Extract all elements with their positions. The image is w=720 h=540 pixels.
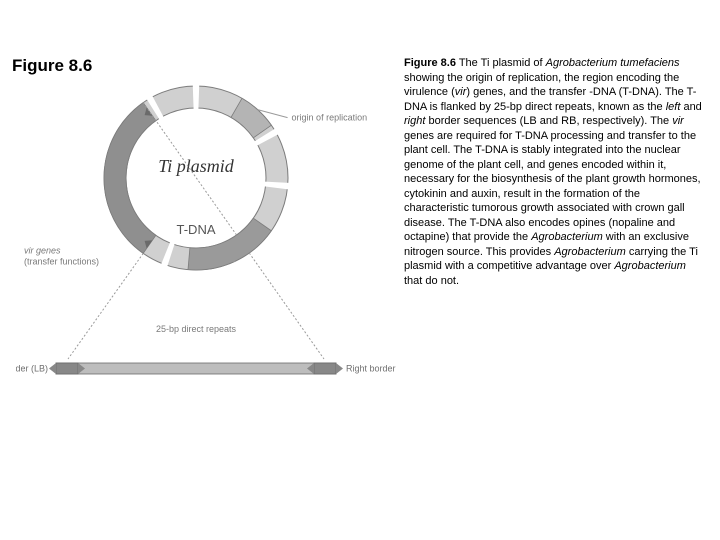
caption-vir2: vir (672, 115, 684, 127)
plasmid-diagram: Ti plasmid T-DNA vir genes(transfer functi… (16, 58, 396, 418)
caption-right: right (404, 115, 425, 127)
caption-text: genes are required for T-DNA processing … (404, 130, 701, 244)
caption-text: that do not. (404, 275, 459, 287)
svg-text:T-DNA: T-DNA (177, 222, 216, 237)
caption-text: border sequences (LB and RB, respectivel… (425, 115, 672, 127)
figure-caption: Figure 8.6 The Ti plasmid of Agrobacteri… (404, 56, 704, 288)
caption-vir: vir (455, 86, 467, 98)
svg-text:origin of replication: origin of replication (292, 113, 368, 123)
svg-text:(transfer functions): (transfer functions) (24, 256, 99, 266)
svg-text:vir genes: vir genes (24, 245, 61, 255)
caption-fignum: Figure 8.6 (404, 57, 456, 69)
caption-agro1: Agrobacterium (531, 231, 603, 243)
caption-text: and (680, 101, 701, 113)
caption-agro3: Agrobacterium (614, 260, 686, 272)
caption-left: left (666, 101, 681, 113)
svg-text:Ti plasmid: Ti plasmid (158, 156, 235, 176)
svg-text:Left border (LB): Left border (LB) (16, 364, 48, 374)
caption-agro2: Agrobacterium (554, 246, 626, 258)
svg-text:25-bp direct repeats: 25-bp direct repeats (156, 324, 237, 334)
caption-text: The Ti plasmid of (456, 57, 546, 69)
caption-organism: Agrobacterium tumefaciens (546, 57, 680, 69)
svg-text:Right border (RB): Right border (RB) (346, 364, 396, 374)
